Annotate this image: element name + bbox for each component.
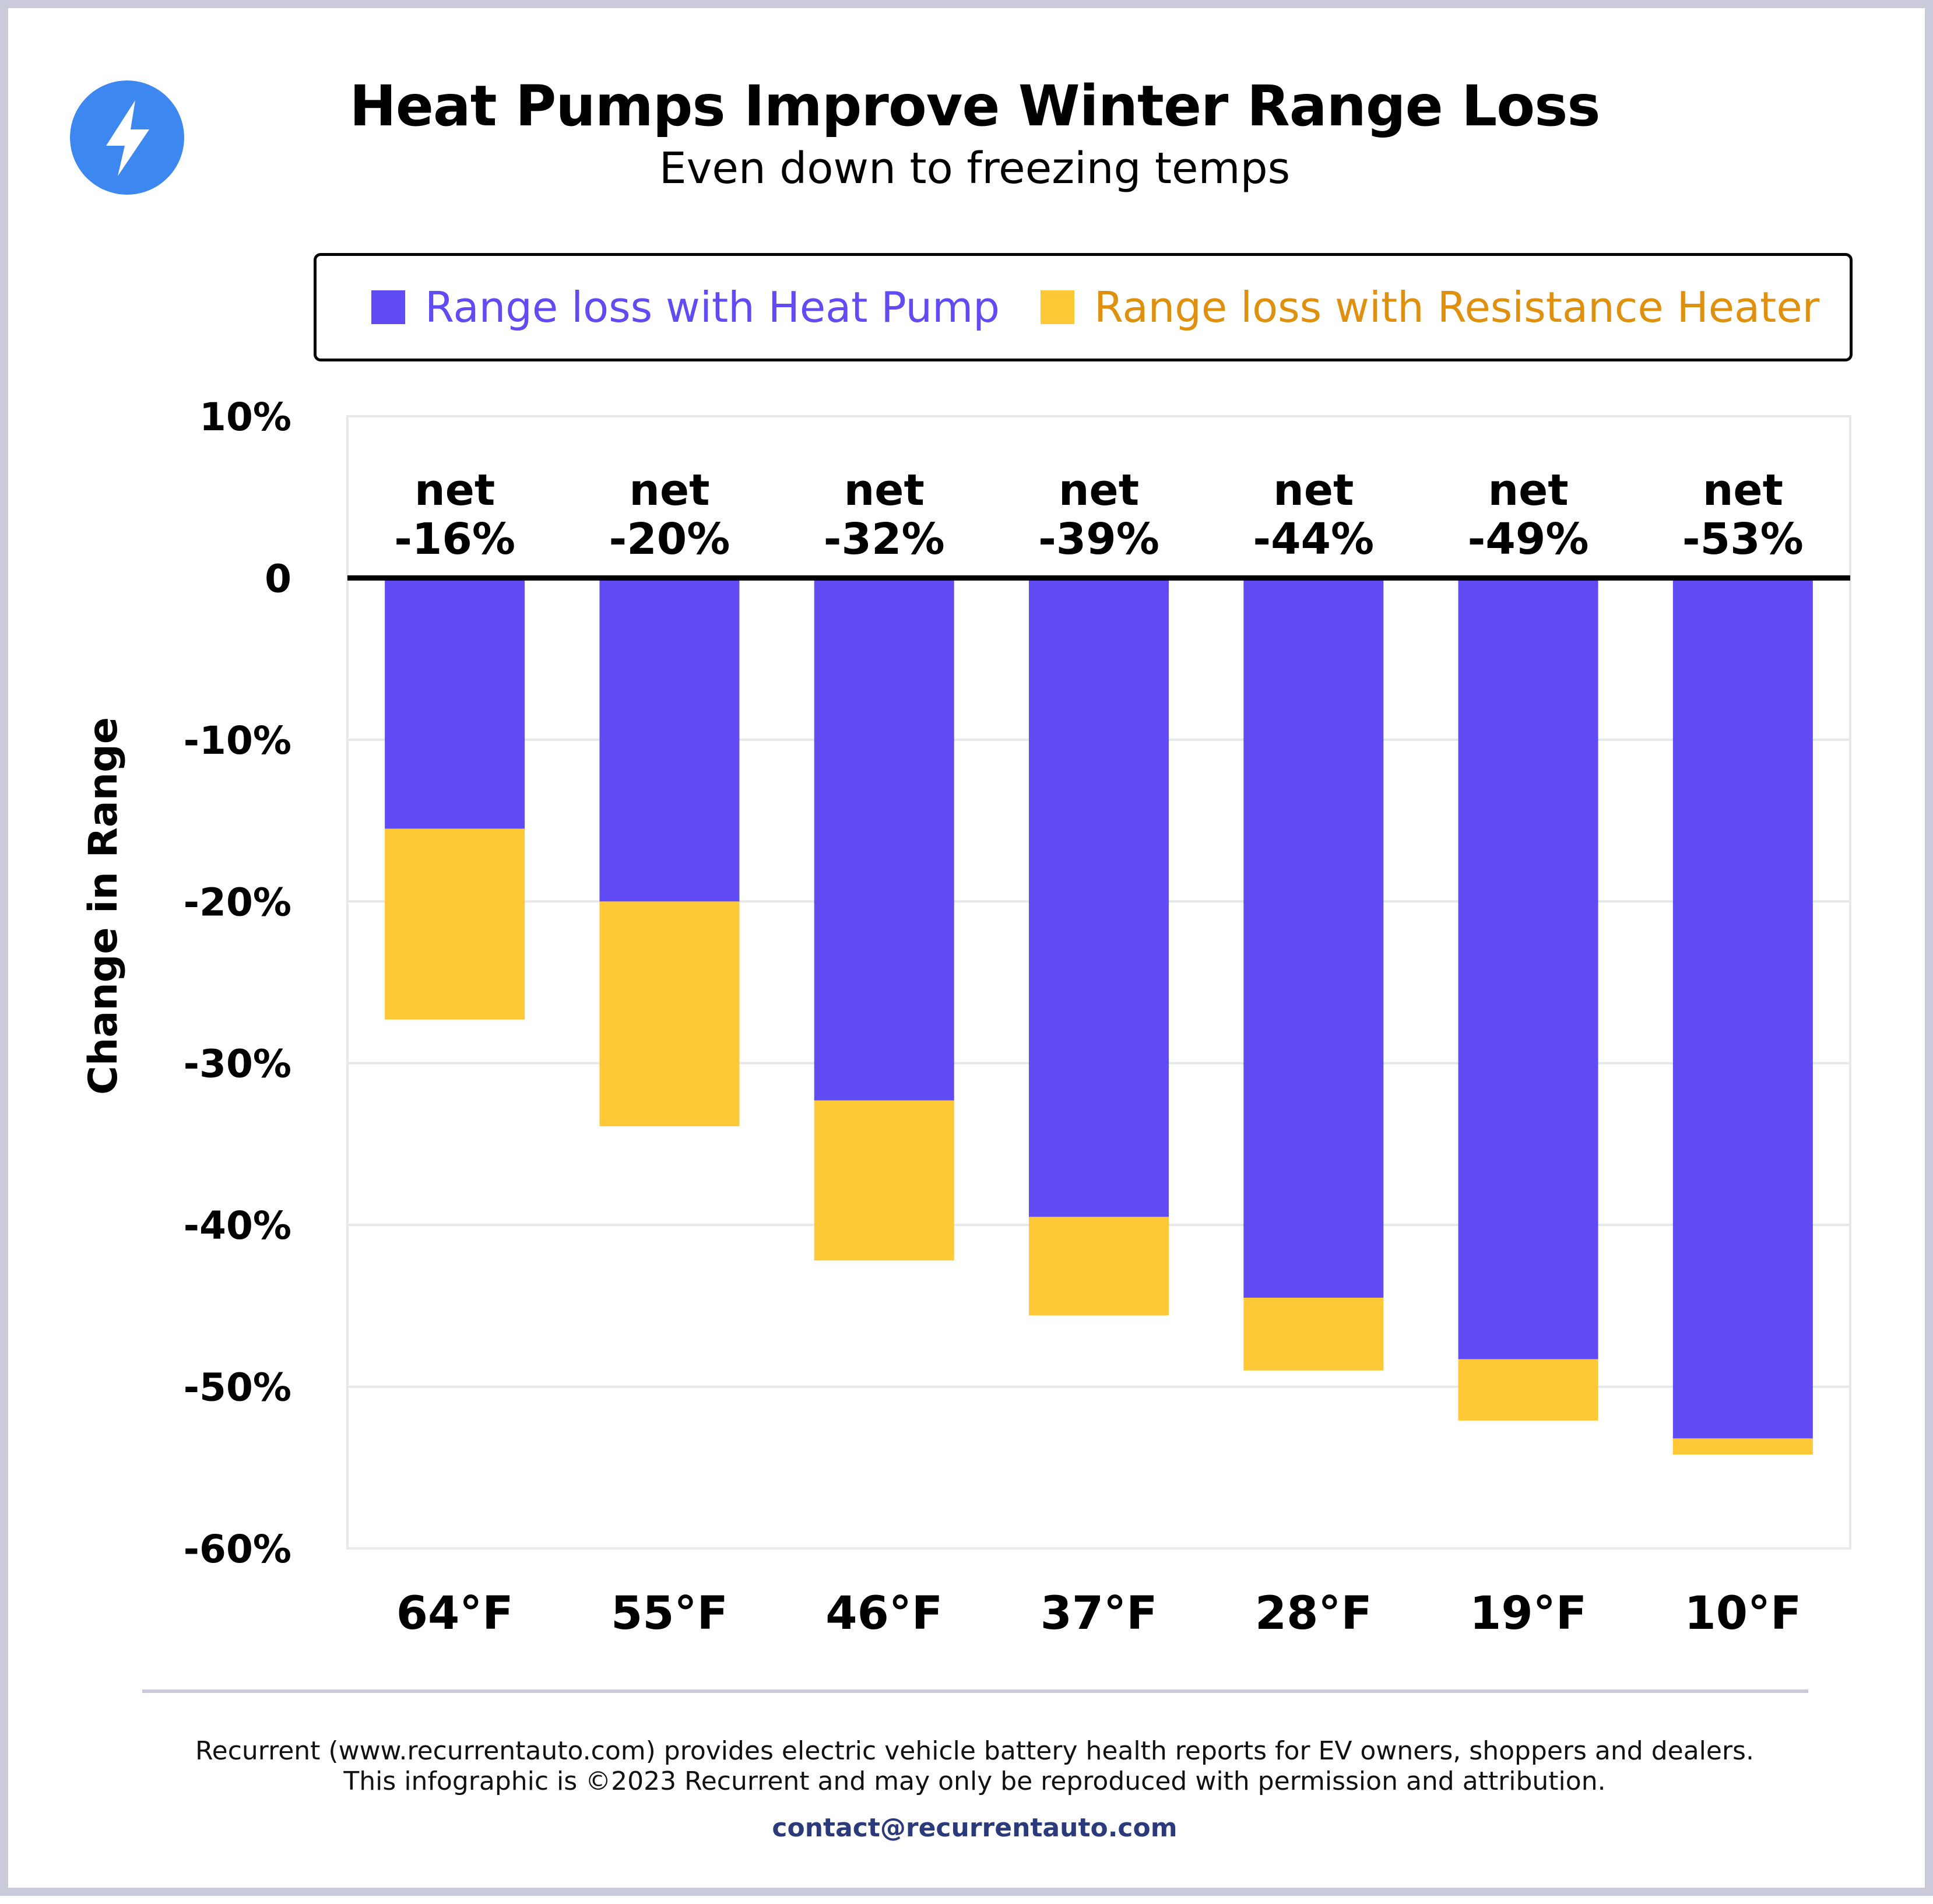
net-value-label: -32% xyxy=(824,514,945,564)
bar-heat-pump xyxy=(1672,578,1813,1439)
net-value-label: -49% xyxy=(1468,514,1589,564)
footer-divider xyxy=(142,1689,1808,1693)
y-tick-label: 0 xyxy=(265,556,291,601)
x-tick-label: 64°F xyxy=(396,1587,514,1640)
bar-resistance-heater xyxy=(599,901,740,1126)
legend-swatch-resistance-heater xyxy=(1041,290,1074,324)
bar-resistance-heater xyxy=(1243,1297,1384,1371)
legend-item-resistance-heater: Range loss with Resistance Heater xyxy=(1041,256,1819,359)
chart-title: Heat Pumps Improve Winter Range Loss xyxy=(349,73,1600,139)
x-tick-label: 37°F xyxy=(1041,1587,1158,1640)
y-tick-label: 10% xyxy=(199,395,291,440)
chart-subtitle: Even down to freezing temps xyxy=(659,143,1291,194)
footer-contact-email: contact@recurrentauto.com xyxy=(772,1813,1178,1843)
net-value-label: -39% xyxy=(1038,514,1159,564)
net-value-label: -44% xyxy=(1253,514,1374,564)
bar-resistance-heater xyxy=(385,828,525,1020)
x-tick-label: 55°F xyxy=(611,1587,728,1640)
bar-resistance-heater xyxy=(1458,1359,1598,1421)
y-tick-label: -20% xyxy=(184,880,291,925)
legend-label-resistance-heater: Range loss with Resistance Heater xyxy=(1094,283,1820,332)
net-value-label: -16% xyxy=(394,514,515,564)
y-tick-label: -40% xyxy=(184,1203,291,1248)
x-tick-label: 10°F xyxy=(1684,1587,1801,1640)
legend-item-heat-pump: Range loss with Heat Pump xyxy=(371,256,1000,359)
y-tick-label: -50% xyxy=(184,1365,291,1410)
bar-resistance-heater xyxy=(1029,1217,1169,1316)
y-tick-label: -60% xyxy=(184,1527,291,1572)
bar-resistance-heater xyxy=(814,1100,954,1261)
net-label: net xyxy=(414,465,495,515)
x-tick-label: 28°F xyxy=(1255,1587,1372,1640)
y-axis-label: Change in Range xyxy=(80,717,126,1095)
bar-chart: 10% 0 -10% -20% -30% -40% -50% -60% Change in Ra… xyxy=(80,395,1851,1640)
net-label: net xyxy=(629,465,709,515)
legend-label-heat-pump: Range loss with Heat Pump xyxy=(425,283,1000,332)
x-tick-label: 46°F xyxy=(825,1587,943,1640)
bar-heat-pump xyxy=(599,578,740,902)
bar-heat-pump xyxy=(814,578,954,1101)
footer-copyright: This infographic is ©2023 Recurrent and … xyxy=(343,1766,1606,1796)
lightning-bolt-icon xyxy=(70,80,184,195)
net-label: net xyxy=(844,465,925,515)
y-tick-label: -10% xyxy=(184,718,291,763)
x-tick-label: 19°F xyxy=(1470,1587,1587,1640)
footer-description: Recurrent (www.recurrentauto.com) provid… xyxy=(195,1736,1754,1766)
net-label: net xyxy=(1488,465,1568,515)
legend-swatch-heat-pump xyxy=(371,290,405,324)
bar-heat-pump xyxy=(385,578,525,829)
net-value-label: -20% xyxy=(609,514,730,564)
bar-resistance-heater xyxy=(1672,1438,1813,1455)
net-label: net xyxy=(1273,465,1354,515)
net-label: net xyxy=(1703,465,1783,515)
legend: Range loss with Heat Pump Range loss wit… xyxy=(314,253,1853,361)
net-value-label: -53% xyxy=(1682,514,1804,564)
bar-heat-pump xyxy=(1029,578,1169,1217)
y-tick-label: -30% xyxy=(184,1042,291,1087)
net-label: net xyxy=(1059,465,1139,515)
bar-heat-pump xyxy=(1243,578,1384,1298)
bar-heat-pump xyxy=(1458,578,1598,1360)
